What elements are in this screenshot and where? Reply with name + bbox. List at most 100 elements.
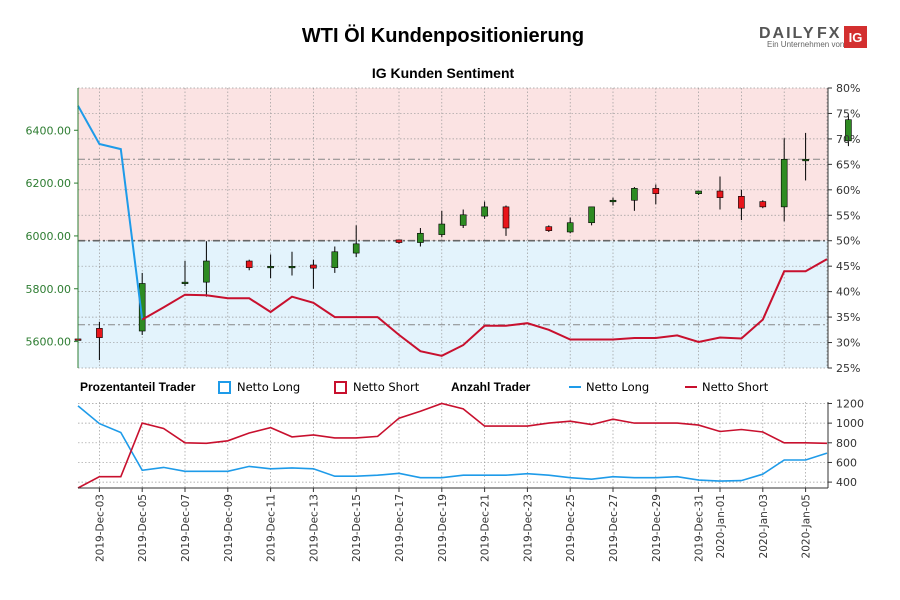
date-tick-label: 2019-Dec-07	[180, 494, 192, 562]
candle-body	[738, 196, 745, 209]
candle	[631, 187, 638, 211]
percent-tick-label: 35%	[836, 311, 860, 324]
date-tick-label: 2019-Dec-05	[137, 494, 149, 562]
logo-daily-text: DAILY	[759, 25, 816, 42]
logo-tagline: Ein Unternehmen von	[767, 40, 844, 49]
count-tick-label: 1000	[836, 417, 864, 430]
chart-subtitle: IG Kunden Sentiment	[372, 65, 515, 81]
date-tick-label: 2019-Dec-09	[223, 494, 235, 562]
candle-body	[566, 222, 574, 233]
count-tick-label: 600	[836, 456, 857, 469]
candle-body	[695, 190, 702, 194]
candle-body	[203, 260, 210, 283]
legend: Prozentanteil Trader Netto Long Netto Sh…	[80, 380, 769, 394]
candle-body	[267, 266, 274, 269]
date-tick-label: 2019-Dec-23	[522, 494, 534, 562]
candle-body	[845, 119, 852, 142]
date-tick-label: 2020-Jan-05	[801, 494, 813, 558]
candle	[759, 200, 767, 209]
date-tick-label: 2019-Dec-17	[394, 494, 406, 562]
percent-tick-label: 75%	[836, 107, 860, 120]
ig-logo-box	[844, 26, 867, 48]
legend-long-label: Netto Long	[237, 380, 300, 394]
candle	[545, 225, 553, 232]
candle	[352, 225, 360, 258]
candle-body	[138, 283, 146, 332]
candle-body	[181, 281, 189, 284]
candle-body	[759, 201, 767, 208]
percent-tick-label: 25%	[836, 362, 860, 375]
candle-body	[609, 199, 617, 203]
percent-tick-label: 80%	[836, 82, 860, 95]
candle-body	[395, 239, 403, 243]
date-tick-label: 2019-Dec-19	[437, 494, 449, 562]
candle	[331, 246, 339, 273]
candle	[138, 272, 146, 335]
candle	[267, 254, 274, 279]
candle	[780, 138, 788, 222]
candle	[395, 239, 403, 244]
percent-tick-label: 45%	[836, 260, 860, 273]
candle-body	[780, 159, 788, 208]
candle	[245, 259, 253, 271]
candle-body	[288, 266, 296, 269]
legend-group-percent: Prozentanteil Trader	[80, 380, 196, 394]
legend-long-count-label: Netto Long	[586, 380, 649, 394]
percent-tick-label: 30%	[836, 337, 860, 350]
chart-title: WTI Öl Kundenpositionierung	[302, 24, 584, 47]
logo-fx-text: FX	[817, 25, 841, 42]
price-tick-label: 6000.00	[26, 230, 72, 243]
percent-tick-label: 65%	[836, 158, 860, 171]
price-tick-label: 5800.00	[26, 283, 72, 296]
long-zone-background	[78, 240, 828, 368]
date-tick-label: 2019-Dec-13	[308, 494, 320, 562]
candle	[438, 210, 446, 238]
percent-tick-label: 70%	[836, 133, 860, 146]
percent-tick-label: 40%	[836, 286, 860, 299]
candle-body	[802, 159, 809, 162]
date-tick-label: 2019-Dec-15	[351, 494, 363, 562]
date-tick-label: 2019-Dec-25	[565, 494, 577, 562]
price-tick-label: 6400.00	[26, 124, 72, 137]
date-tick-label: 2019-Dec-21	[480, 494, 492, 562]
candle-body	[545, 226, 553, 231]
count-axis: 400 600 800 1000 1200	[827, 397, 864, 489]
candlesticks	[74, 114, 852, 361]
candle-body	[502, 206, 510, 229]
candle	[652, 184, 660, 205]
legend-long-swatch	[218, 381, 231, 394]
candle	[566, 217, 574, 234]
candle-body	[588, 206, 595, 224]
series-line-netto-short-count	[77, 402, 828, 489]
dailyfx-logo: DAILY FX Ein Unternehmen von IG	[759, 25, 867, 49]
price-tick-label: 6200.00	[26, 177, 72, 190]
candle	[288, 251, 296, 276]
date-tick-label: 2019-Dec-11	[266, 494, 278, 562]
main-panel: 5600.00 5800.00 6000.00 6200.00 6400.00 25% 3…	[26, 82, 861, 375]
candle	[481, 201, 488, 219]
legend-short-swatch	[334, 381, 347, 394]
candle	[738, 189, 745, 221]
candle-body	[245, 260, 253, 268]
legend-short-label: Netto Short	[353, 380, 420, 394]
series-line-netto-long-count	[77, 405, 828, 482]
date-tick-label: 2020-Jan-03	[758, 494, 770, 558]
count-tick-label: 800	[836, 437, 857, 450]
candle-body	[331, 251, 339, 268]
percent-axis: 25% 30% 35% 40% 45% 50% 55% 60% 65% 70% 75% 80%	[827, 82, 860, 375]
candle-body	[438, 223, 446, 235]
candle	[609, 197, 617, 206]
candle-body	[96, 328, 103, 338]
candle	[417, 228, 424, 247]
percent-tick-label: 60%	[836, 184, 860, 197]
candle	[802, 132, 809, 181]
count-panel: 400 600 800 1000 1200 2019-Dec-03 2019-Dec-05…	[77, 397, 864, 562]
candle-body	[310, 264, 317, 269]
candle-body	[481, 206, 488, 217]
percent-tick-label: 50%	[836, 235, 860, 248]
candle-body	[459, 214, 467, 226]
percent-tick-label: 55%	[836, 209, 860, 222]
candle-body	[652, 188, 660, 194]
candle	[310, 259, 317, 289]
